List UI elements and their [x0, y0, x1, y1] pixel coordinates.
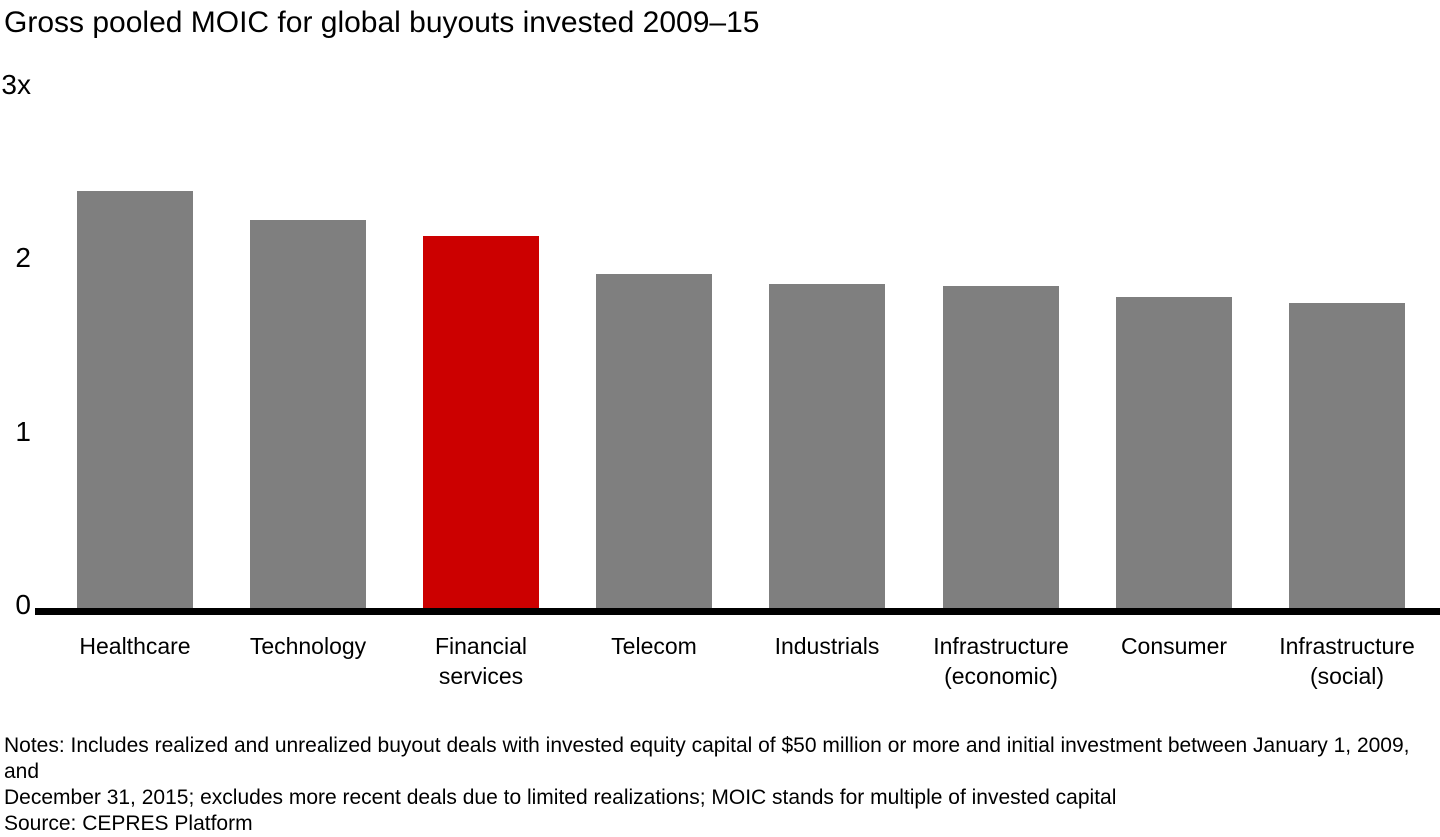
- x-label-technology: Technology: [249, 633, 367, 659]
- y-tick-label-0: 0: [15, 589, 31, 620]
- source-text: Source: CEPRES Platform: [4, 812, 253, 835]
- bar-telecom: [596, 274, 712, 608]
- chart-title: Gross pooled MOIC for global buyouts inv…: [4, 6, 760, 39]
- bar-technology: [250, 220, 366, 608]
- y-tick-label-2: 2: [15, 242, 31, 273]
- chart-footnotes: Notes: Includes realized and unrealized …: [4, 733, 1440, 837]
- x-label-infrastructure-social: Infrastructure (social): [1279, 633, 1415, 689]
- x-label-industrials: Industrials: [774, 633, 880, 659]
- x-axis-line: [35, 608, 1440, 615]
- bar-consumer: [1116, 297, 1232, 608]
- x-label-infrastructure-economic: Infrastructure (economic): [933, 633, 1069, 689]
- y-tick-label-3: 3x: [1, 69, 31, 100]
- x-label-healthcare: Healthcare: [79, 633, 191, 659]
- bar-healthcare: [77, 191, 193, 608]
- bar-financial-services: [423, 236, 539, 608]
- x-label-consumer: Consumer: [1120, 633, 1228, 659]
- bar-infrastructure-social: [1289, 303, 1405, 608]
- x-label-financial-services: Financial services: [434, 633, 528, 689]
- notes-text: Notes: Includes realized and unrealized …: [4, 734, 1410, 809]
- x-label-telecom: Telecom: [611, 633, 697, 659]
- bar-infrastructure-economic: [943, 286, 1059, 608]
- bar-industrials: [769, 284, 885, 608]
- y-tick-label-1: 1: [15, 416, 31, 447]
